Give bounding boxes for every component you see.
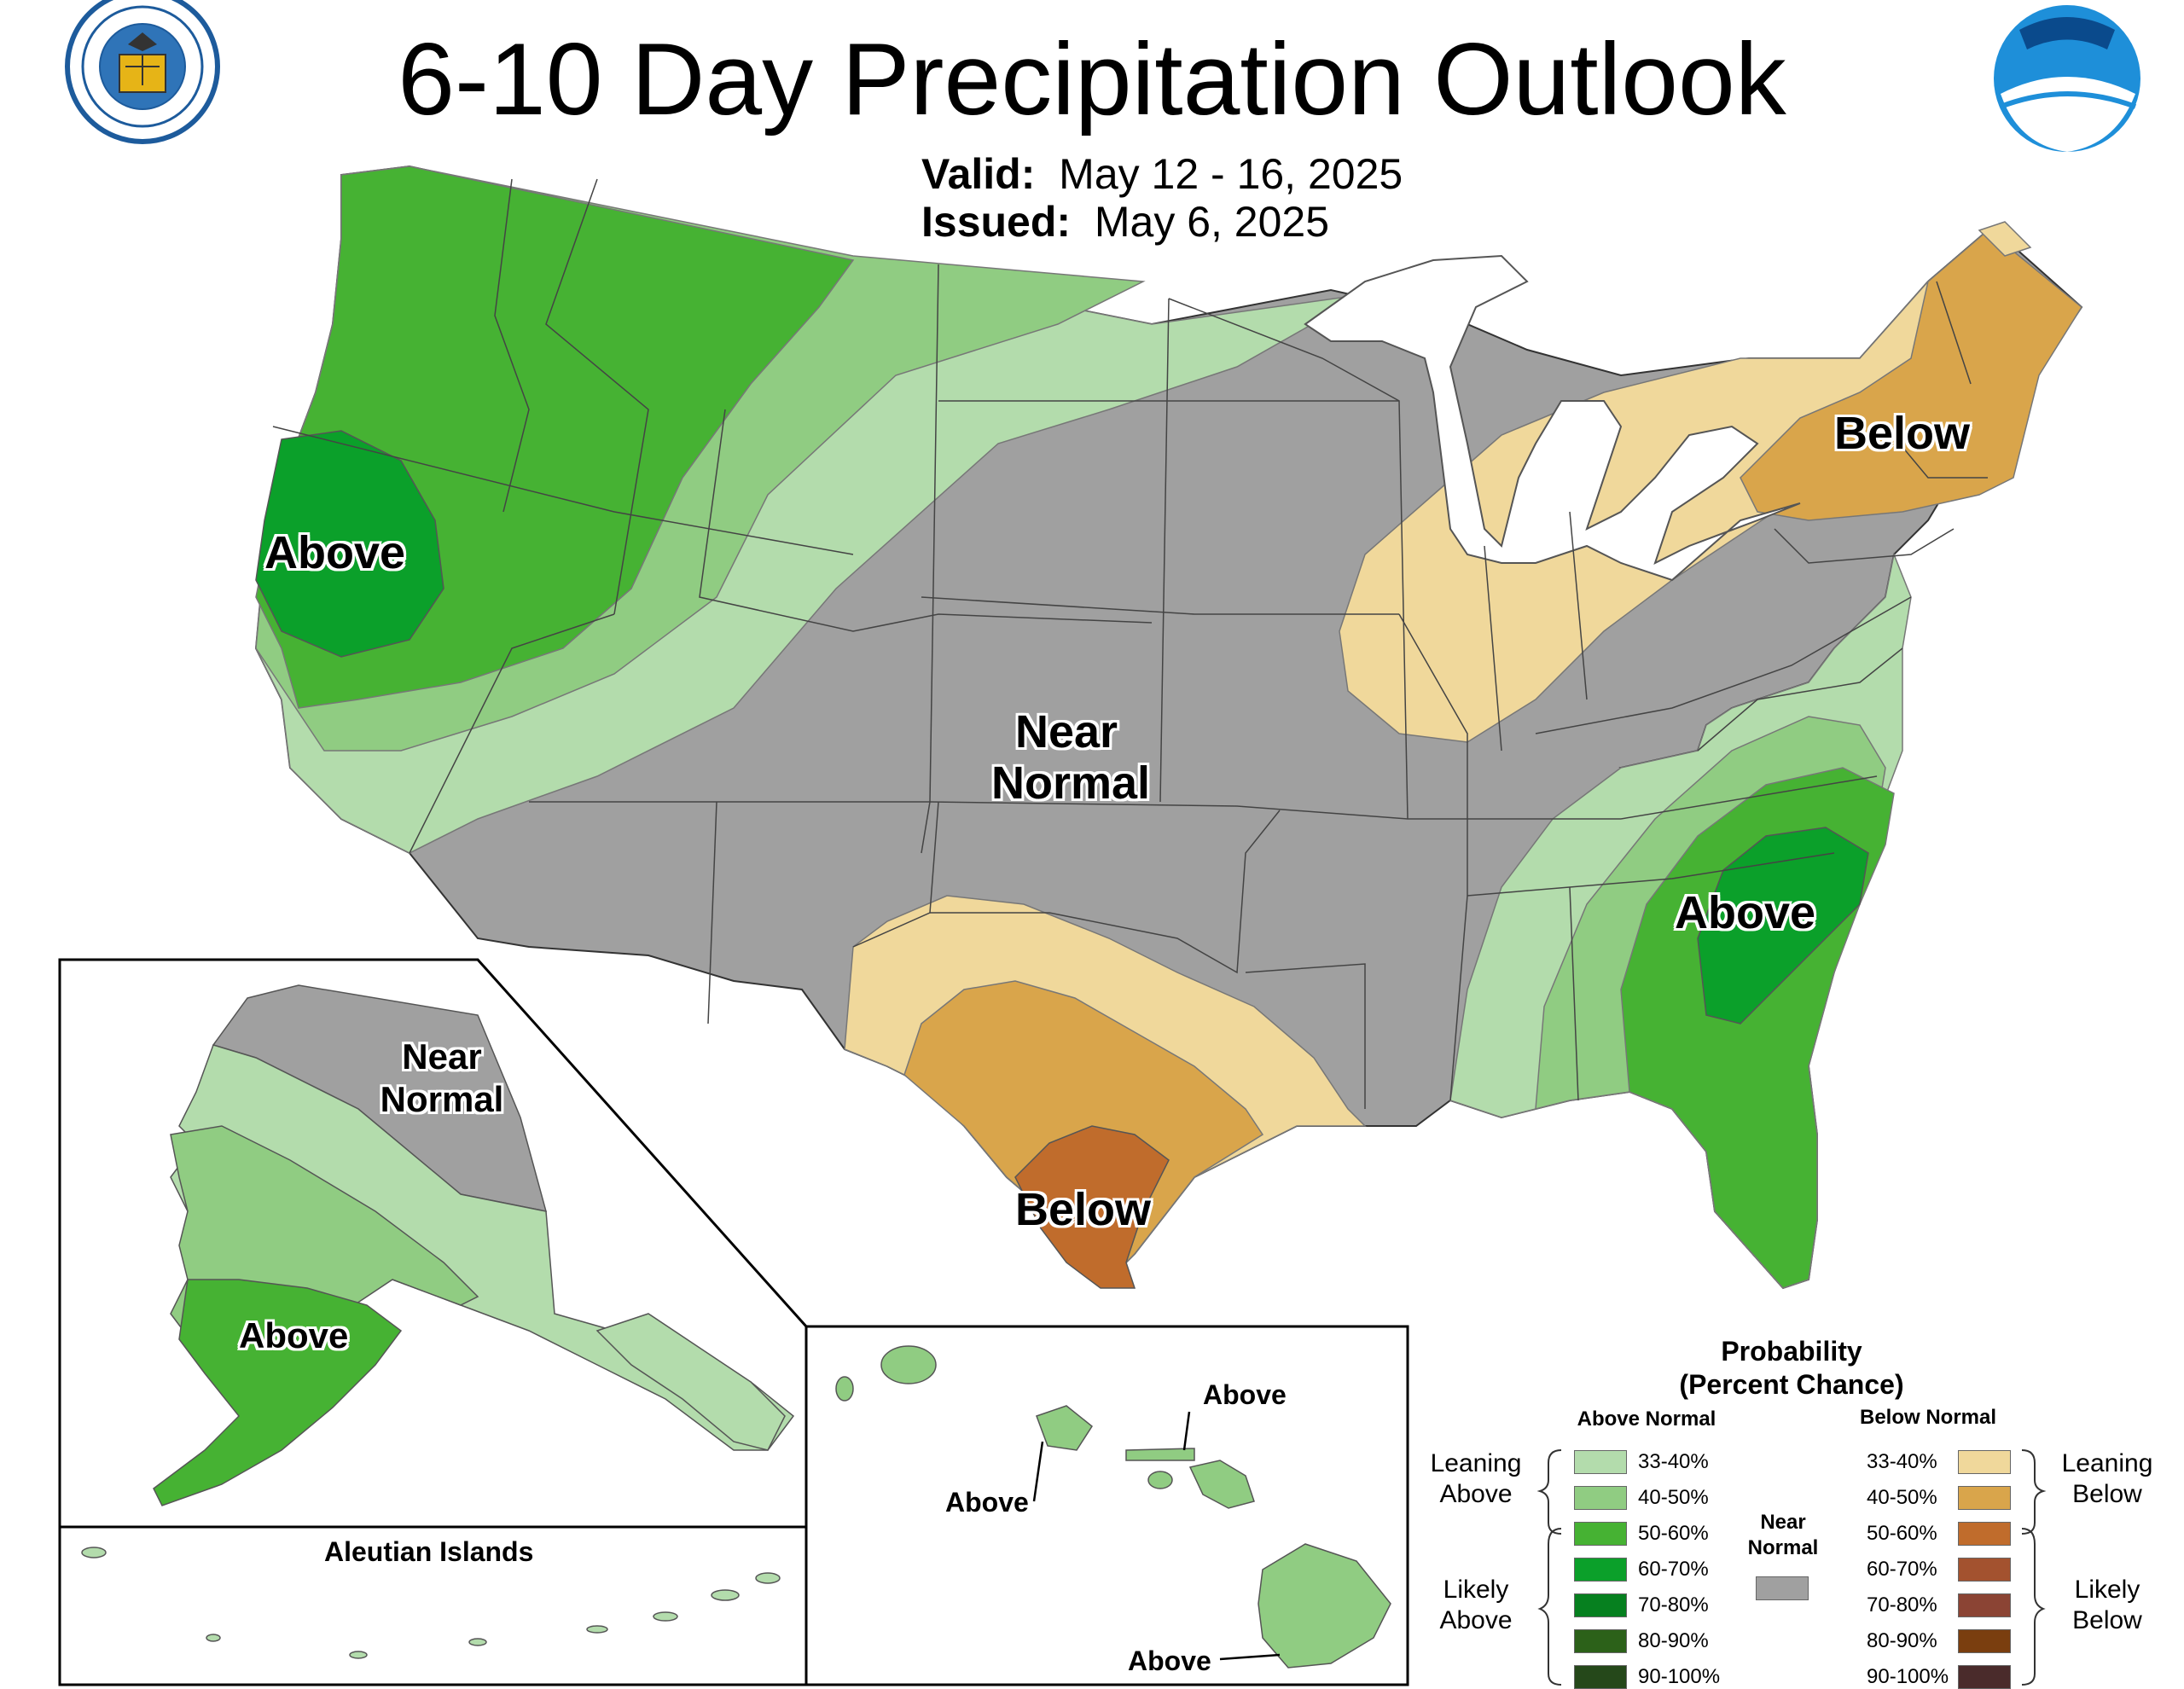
page-title: 6-10 Day Precipitation Outlook [398, 22, 1786, 136]
label-aleutian-islands: Aleutian Islands [324, 1536, 534, 1567]
label-hawaii-above-oahu: Above [945, 1487, 1029, 1518]
legend-below-label-2: 40-50% [1867, 1486, 1937, 1509]
legend-near-swatch [1756, 1576, 1809, 1600]
legend-below-swatch-4 [1958, 1558, 2011, 1582]
issued-date-row: Issued: May 6, 2025 [921, 198, 1329, 246]
valid-dates: May 12 - 16, 2025 [1059, 150, 1403, 198]
conus-above-west-60-70 [255, 430, 444, 658]
legend-leaning-above-1: Leaning [1430, 1449, 1522, 1477]
alaska-inset [58, 958, 808, 1686]
label-alaska-near: Near [402, 1036, 482, 1077]
legend-below-swatch-5 [1958, 1593, 2011, 1617]
label-northeast-below: Below [1834, 408, 1971, 459]
legend-likely-below-2: Below [2072, 1606, 2142, 1634]
label-central-normal: Normal [990, 757, 1151, 809]
legend-near-line1: Near [1760, 1511, 1806, 1534]
legend-above-label-2: 40-50% [1638, 1486, 1709, 1509]
legend-below-label-4: 60-70% [1867, 1558, 1937, 1581]
island-kauai [880, 1345, 937, 1384]
hawaii-leader-lines [1032, 1411, 1281, 1661]
commerce-seal [65, 0, 220, 144]
legend-above-header: Above Normal [1577, 1408, 1716, 1431]
island-niihau [835, 1376, 854, 1402]
legend-above-label-6: 80-90% [1638, 1629, 1709, 1652]
hawaii-inset [804, 1325, 1409, 1686]
label-hawaii-above-big-island: Above [1128, 1645, 1211, 1676]
legend-above-swatch-2 [1574, 1486, 1627, 1510]
legend-title-percent: (Percent Chance) [1679, 1369, 1904, 1400]
conus-leaning-below-maine-tip [1978, 221, 2032, 257]
legend-above-swatch-1 [1574, 1450, 1627, 1474]
legend-below-label-5: 70-80% [1867, 1593, 1937, 1616]
legend-above-label-3: 50-60% [1638, 1522, 1709, 1545]
legend-below-swatch-6 [1958, 1629, 2011, 1653]
issued-label: Issued: [921, 198, 1072, 246]
legend-above-swatch-6 [1574, 1629, 1627, 1653]
label-central-near: Near [1015, 706, 1118, 757]
label-hawaii-above-maui: Above [1203, 1379, 1287, 1410]
legend-above-swatch-3 [1574, 1522, 1627, 1546]
legend-title-probability: Probability [1721, 1336, 1862, 1367]
conus-above-southeast-60-70 [1697, 827, 1869, 1024]
valid-label: Valid: [921, 150, 1036, 198]
legend-leaning-below-2: Below [2072, 1480, 2142, 1508]
valid-dates-row: Valid: May 12 - 16, 2025 [921, 150, 1403, 198]
legend-above-swatch-4 [1574, 1558, 1627, 1582]
great-lakes [1304, 254, 1801, 582]
legend-below-swatch-7 [1958, 1665, 2011, 1689]
label-southeast-above: Above [1675, 887, 1816, 938]
legend-below-swatch-2 [1958, 1486, 2011, 1510]
legend-above-label-7: 90-100% [1638, 1665, 1721, 1688]
legend-near-line2: Normal [1747, 1536, 1819, 1559]
legend-leaning-above-2: Above [1439, 1480, 1513, 1508]
legend-likely-below-1: Likely [2074, 1576, 2140, 1604]
legend-above-swatch-5 [1574, 1593, 1627, 1617]
legend-above-label-4: 60-70% [1638, 1558, 1709, 1581]
conus-map [254, 165, 2083, 1290]
conus-below-texas-50-60 [1014, 1125, 1170, 1289]
legend-leaning-below-1: Leaning [2061, 1449, 2153, 1477]
legend-below-label-1: 33-40% [1867, 1450, 1937, 1473]
legend-likely-above-1: Likely [1443, 1576, 1509, 1604]
label-texas-below: Below [1015, 1184, 1152, 1235]
alaska-above-50-60 [153, 1279, 403, 1506]
legend-below-swatch-3 [1958, 1522, 2011, 1546]
legend-below-swatch-1 [1958, 1450, 2011, 1474]
label-west-above: Above [264, 527, 406, 578]
legend-below-label-3: 50-60% [1867, 1522, 1937, 1545]
state-boundaries [272, 178, 1988, 1109]
legend-above-label-1: 33-40% [1638, 1450, 1709, 1473]
legend-above-label-5: 70-80% [1638, 1593, 1709, 1616]
island-oahu [1036, 1405, 1093, 1451]
label-alaska-normal: Normal [380, 1079, 504, 1119]
island-big-island [1258, 1543, 1391, 1669]
noaa-logo [1994, 5, 2140, 152]
alaska-southeast-panhandle [595, 1313, 786, 1451]
legend-below-label-6: 80-90% [1867, 1629, 1937, 1652]
island-lanai [1147, 1471, 1173, 1489]
aleutian-islands [81, 1547, 781, 1659]
legend-below-header: Below Normal [1859, 1406, 1997, 1429]
island-molokai [1125, 1448, 1195, 1461]
issued-date: May 6, 2025 [1094, 198, 1330, 246]
legend-above-swatch-7 [1574, 1665, 1627, 1689]
legend-likely-above-2: Above [1439, 1606, 1513, 1634]
label-alaska-above: Above [239, 1315, 349, 1355]
legend-below-label-7: 90-100% [1867, 1665, 1949, 1688]
conus-below-northeast [1740, 229, 2082, 521]
island-maui [1188, 1460, 1255, 1509]
